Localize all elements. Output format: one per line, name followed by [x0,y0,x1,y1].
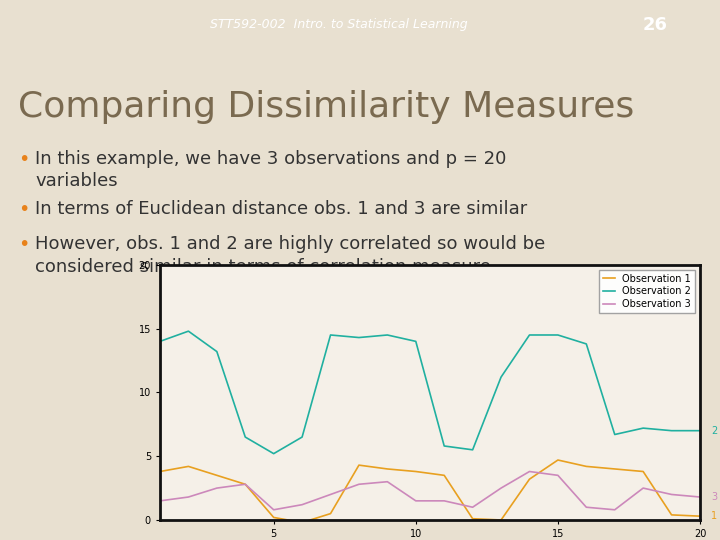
Observation 1 [411,468,420,475]
Observation 3 [298,502,307,508]
Observation 2 [611,431,619,438]
Observation 1 [241,481,250,488]
Text: 3: 3 [711,492,718,502]
Observation 3 [554,472,562,478]
Observation 1 [440,472,449,478]
Text: 26: 26 [643,16,667,34]
Observation 1 [184,463,193,470]
Text: 1: 1 [711,511,718,521]
Observation 2 [468,447,477,453]
Text: 2: 2 [711,426,718,436]
Observation 3 [696,494,704,500]
Observation 3 [611,507,619,513]
Observation 2 [355,334,364,341]
Text: •: • [18,150,30,168]
Observation 2 [298,434,307,440]
Observation 1 [525,476,534,482]
Text: considered similar in terms of correlation measure: considered similar in terms of correlati… [35,258,491,276]
Observation 2 [554,332,562,338]
Observation 3 [269,507,278,513]
Observation 2 [383,332,392,338]
Observation 3 [468,504,477,510]
Observation 2 [156,338,164,345]
Text: variables: variables [35,172,117,190]
Observation 2 [582,341,590,347]
Observation 2 [696,428,704,434]
Observation 1 [383,465,392,472]
Observation 2 [212,348,221,355]
Observation 1 [639,468,647,475]
Observation 1 [468,516,477,522]
Observation 2 [525,332,534,338]
Observation 3 [326,491,335,498]
Observation 2 [326,332,335,338]
Observation 1 [696,513,704,519]
Observation 3 [582,504,590,510]
Observation 2 [241,434,250,440]
Text: Comparing Dissimilarity Measures: Comparing Dissimilarity Measures [18,90,634,124]
Text: STT592-002  Intro. to Statistical Learning: STT592-002 Intro. to Statistical Learnin… [210,18,467,31]
Text: •: • [18,200,30,219]
Observation 2 [667,428,676,434]
Text: •: • [18,235,30,254]
Observation 2 [184,328,193,334]
Legend: Observation 1, Observation 2, Observation 3: Observation 1, Observation 2, Observatio… [599,269,695,313]
Observation 1 [269,514,278,521]
Observation 3 [156,497,164,504]
Observation 1 [355,462,364,468]
Observation 1 [326,510,335,517]
Observation 1 [298,519,307,526]
Line: Observation 1: Observation 1 [160,460,700,523]
Observation 3 [497,485,505,491]
Observation 2 [269,450,278,457]
Observation 2 [639,425,647,431]
Observation 1 [497,517,505,523]
Observation 3 [411,497,420,504]
Observation 3 [184,494,193,500]
Observation 3 [355,481,364,488]
Observation 3 [639,485,647,491]
Line: Observation 3: Observation 3 [160,471,700,510]
Observation 2 [411,338,420,345]
Observation 1 [582,463,590,470]
Text: However, obs. 1 and 2 are highly correlated so would be: However, obs. 1 and 2 are highly correla… [35,235,545,253]
Text: In terms of Euclidean distance obs. 1 and 3 are similar: In terms of Euclidean distance obs. 1 an… [35,200,527,218]
Observation 1 [212,472,221,478]
Observation 3 [212,485,221,491]
Observation 3 [525,468,534,475]
Observation 3 [241,481,250,488]
Text: In this example, we have 3 observations and p = 20: In this example, we have 3 observations … [35,150,506,168]
Observation 3 [440,497,449,504]
Observation 1 [667,511,676,518]
Observation 2 [497,374,505,380]
Line: Observation 2: Observation 2 [160,331,700,454]
Observation 3 [383,478,392,485]
Observation 1 [554,457,562,463]
Observation 3 [667,491,676,498]
Observation 1 [156,468,164,475]
Observation 1 [611,465,619,472]
Observation 2 [440,443,449,449]
